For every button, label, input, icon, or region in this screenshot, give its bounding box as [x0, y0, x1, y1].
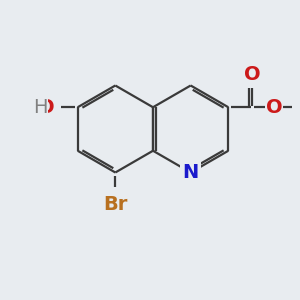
Text: N: N: [182, 163, 199, 182]
Text: O: O: [266, 98, 282, 117]
Text: Br: Br: [103, 195, 128, 214]
Text: H: H: [33, 98, 47, 117]
Text: O: O: [244, 65, 261, 84]
Text: O: O: [38, 98, 55, 117]
